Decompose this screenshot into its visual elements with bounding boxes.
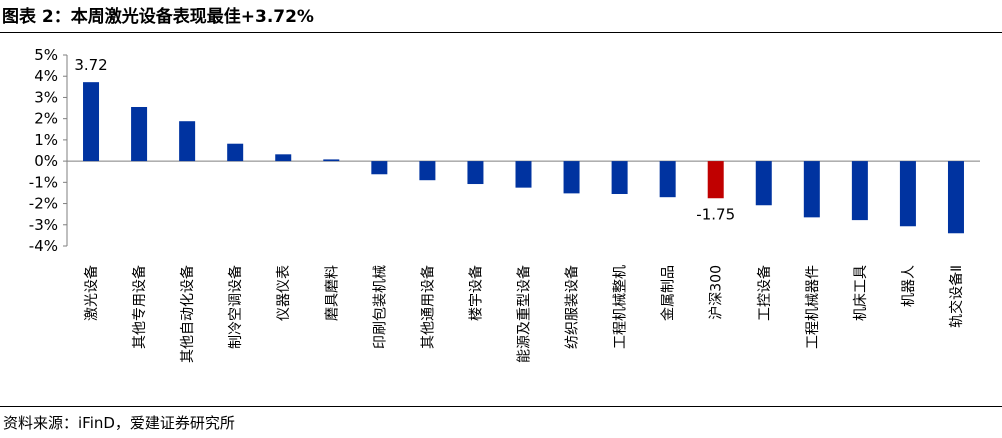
bar-group [83,82,964,234]
data-label: -1.75 [696,205,735,223]
bar [131,106,148,162]
bar [611,161,628,195]
bar [707,161,724,199]
bar [563,161,580,194]
y-tick-label: 1% [34,131,58,149]
bar [947,161,964,234]
bar [371,161,388,175]
source-divider [0,406,1002,407]
figure-title: 图表 2：本周激光设备表现最佳+3.72% [2,7,314,27]
x-tick-label: 金属制品 [661,265,677,321]
x-tick-label: 工控设备 [756,265,773,321]
x-tick-label: 磨具磨料 [324,265,340,321]
x-tick-label: 机器人 [901,265,917,307]
y-tick-label: 3% [34,88,58,106]
bar [851,161,868,221]
bar [275,154,292,162]
bar [227,143,244,162]
bar [467,161,484,185]
x-tick-label: 楼宇设备 [467,265,484,321]
x-tick-label: 其他专用设备 [131,265,148,349]
x-tick-label: 其他通用设备 [419,265,436,349]
y-tick-label: 4% [34,67,58,85]
bar-chart: 5% 4% 3% 2% 1% 0% -1% -2% -3% -4% 3.72 -1.75 激光设备 其… [29,46,980,363]
x-tick-label: 仪器仪表 [276,265,292,321]
x-tick-label: 印刷包装机械 [372,265,388,349]
bar [179,121,196,162]
data-label: 3.72 [74,56,107,74]
data-label-group: 3.72 -1.75 [74,56,735,223]
x-tick-label: 制冷空调设备 [227,265,244,349]
bar [803,161,820,218]
x-axis-labels: 激光设备 其他专用设备 其他自动化设备 制冷空调设备 仪器仪表 磨具磨料 印刷包装机械 其他通… [83,265,965,363]
y-tick-label: -4% [29,237,58,255]
title-divider [0,32,1002,33]
x-tick-label: 沪深300 [709,265,725,320]
bar [323,159,340,162]
bar [755,161,772,206]
x-tick-label: 能源及重型设备 [516,265,533,363]
x-tick-label: 轨交设备Ⅱ [948,265,965,328]
y-tick-label: 0% [34,152,58,170]
bar [83,82,100,162]
x-tick-label: 纺织服装设备 [564,265,581,349]
bar [899,161,916,227]
source-note: 资料来源：iFinD，爱建证券研究所 [3,414,235,432]
y-tick-label: 2% [34,110,58,128]
y-tick-label: 5% [34,46,58,64]
y-tick-label: -3% [29,216,58,234]
x-tick-label: 机床工具 [853,265,869,321]
y-tick-label: -1% [29,173,58,191]
x-tick-label: 其他自动化设备 [179,265,196,363]
bar [659,161,676,198]
y-tick-label: -2% [29,195,58,213]
y-axis: 5% 4% 3% 2% 1% 0% -1% -2% -3% -4% [29,46,980,255]
x-tick-label: 激光设备 [83,265,100,321]
x-tick-label: 工程机械整机 [613,265,629,349]
bar [515,161,532,188]
x-tick-label: 工程机械器件 [805,265,821,349]
bar [419,161,436,181]
